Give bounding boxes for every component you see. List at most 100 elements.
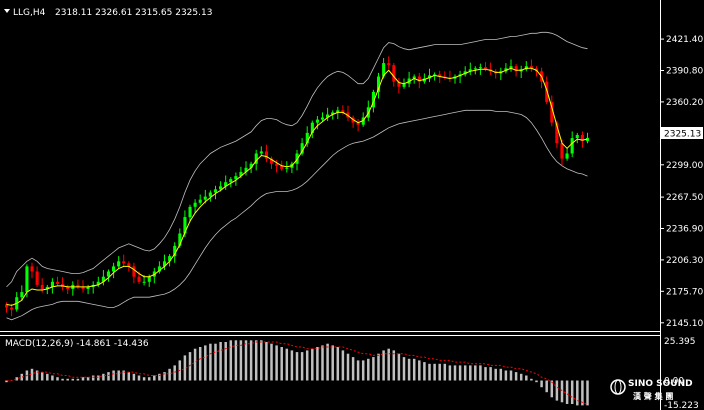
candle-body [50, 281, 54, 287]
candle-body [377, 76, 381, 92]
candle-body [310, 122, 314, 133]
candle [106, 269, 110, 282]
candle-body [550, 102, 554, 123]
candle [198, 194, 202, 205]
candle-body [86, 286, 90, 289]
candle-body [173, 245, 177, 257]
candle [224, 175, 228, 190]
current-price-box [661, 127, 703, 139]
chevron-down-icon[interactable] [4, 9, 10, 13]
candle-body [463, 71, 467, 75]
candle [392, 63, 396, 87]
candle-body [570, 138, 574, 154]
symbol-timeframe: LLG,H4 [13, 8, 46, 18]
macd-label: MACD(12,26,9) -14.861 -14.436 [5, 339, 149, 349]
candle [550, 95, 554, 127]
price-tick-label: 2206.30 [666, 256, 703, 266]
candle-body [112, 266, 116, 272]
candle-body [244, 167, 248, 172]
candle-body [188, 206, 192, 218]
candle-body [178, 233, 182, 246]
candle-body [270, 158, 274, 164]
price-tick-label: 2421.40 [666, 35, 703, 45]
candle [229, 177, 233, 188]
candlesticks [5, 56, 589, 317]
price-tick-label: 2267.50 [666, 193, 703, 203]
candle [270, 156, 274, 169]
candle [320, 112, 324, 122]
candle-body [10, 307, 14, 310]
candle-body [320, 117, 324, 120]
candle [300, 138, 304, 156]
candle [468, 62, 472, 75]
candle [76, 279, 80, 289]
candle-body [239, 171, 243, 176]
candle-body [422, 78, 426, 82]
price-tick-label: 2299.00 [666, 161, 703, 171]
candle-body [122, 261, 126, 264]
candle-body [66, 286, 70, 289]
candle [208, 190, 212, 202]
candle-body [565, 153, 569, 159]
macd-tick-label: 0.00 [664, 377, 684, 387]
candle-body [193, 202, 197, 207]
candle [20, 285, 24, 301]
candle-body [382, 63, 386, 77]
candle [315, 116, 319, 130]
candle [168, 254, 172, 267]
candle-body [208, 192, 212, 197]
candle-body [275, 163, 279, 166]
candle-body [473, 68, 477, 70]
candle [35, 266, 39, 287]
candle-body [81, 286, 85, 289]
candle-body [183, 217, 187, 234]
candle [305, 126, 309, 147]
candle [10, 303, 14, 317]
candle [30, 262, 34, 279]
candle-body [341, 110, 345, 113]
candle [122, 254, 126, 267]
candle-body [315, 119, 319, 123]
candle-body [224, 182, 228, 187]
candle-body [356, 122, 360, 125]
candle [5, 302, 9, 313]
candle-body [560, 143, 564, 159]
candle-body [40, 284, 44, 289]
candle-body [524, 66, 528, 70]
candle [326, 107, 330, 122]
candle-body [45, 286, 49, 289]
candle-body [392, 65, 396, 82]
candle-body [402, 83, 406, 87]
candle [259, 146, 263, 156]
candle [264, 144, 268, 163]
candle [387, 56, 391, 69]
current-price-marker: 2325.13 [661, 127, 703, 140]
candle-body [580, 135, 584, 142]
candle-body [509, 66, 513, 69]
candle [575, 132, 579, 144]
candle-body [25, 266, 29, 293]
candle [163, 254, 167, 270]
candle-body [30, 266, 34, 272]
candle-body [285, 167, 289, 169]
candle [188, 204, 192, 223]
candle-body [484, 67, 488, 70]
candle [234, 172, 238, 186]
candle-body [117, 261, 121, 267]
price-tick-label: 2360.20 [666, 98, 703, 108]
price-tick-label: 2390.80 [666, 67, 703, 77]
candle-body [35, 271, 39, 285]
candle-body [529, 66, 533, 69]
candle [117, 256, 121, 269]
candle-body [198, 199, 202, 203]
candle [509, 59, 513, 72]
candle-body [5, 304, 9, 308]
candle [56, 276, 60, 286]
ohlc-values: 2318.11 2326.61 2315.65 2325.13 [55, 8, 212, 18]
sino-sound-logo: SINO SOUND 漢 聲 集 團 [610, 379, 693, 401]
candle-body [147, 276, 151, 282]
candle [50, 278, 54, 294]
candle-body [137, 276, 141, 282]
